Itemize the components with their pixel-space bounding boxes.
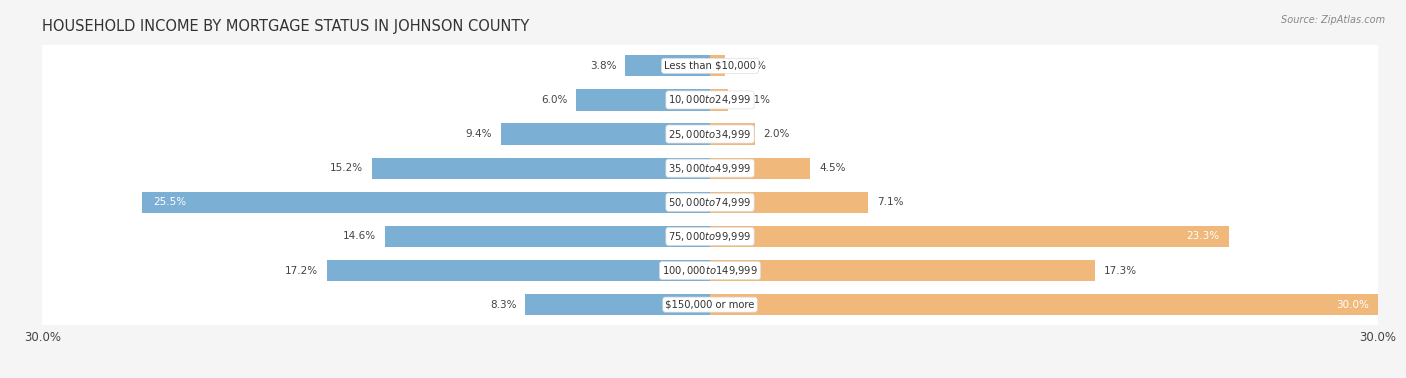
Text: Source: ZipAtlas.com: Source: ZipAtlas.com [1281,15,1385,25]
Text: 7.1%: 7.1% [877,197,904,207]
Text: $25,000 to $34,999: $25,000 to $34,999 [668,127,752,141]
Text: HOUSEHOLD INCOME BY MORTGAGE STATUS IN JOHNSON COUNTY: HOUSEHOLD INCOME BY MORTGAGE STATUS IN J… [42,20,530,34]
FancyBboxPatch shape [39,76,1381,125]
FancyBboxPatch shape [39,178,1381,228]
Bar [385,226,710,247]
FancyBboxPatch shape [38,143,1382,192]
FancyBboxPatch shape [38,245,1382,294]
Text: 23.3%: 23.3% [1187,231,1220,242]
Bar [710,260,1095,281]
Bar [371,158,710,179]
Bar [710,55,724,76]
Text: 8.3%: 8.3% [489,300,516,310]
FancyBboxPatch shape [39,144,1381,194]
Text: 0.81%: 0.81% [737,95,770,105]
Bar [328,260,710,281]
FancyBboxPatch shape [38,109,1382,158]
Bar [526,294,710,315]
Text: 30.0%: 30.0% [1336,300,1369,310]
Bar [576,89,710,110]
Text: 3.8%: 3.8% [591,61,616,71]
Bar [710,124,755,145]
Text: 25.5%: 25.5% [153,197,187,207]
Text: 4.5%: 4.5% [820,163,845,173]
Bar [710,192,868,213]
Text: 17.2%: 17.2% [285,265,318,276]
Text: 14.6%: 14.6% [343,231,375,242]
Bar [501,124,710,145]
Text: $150,000 or more: $150,000 or more [665,300,755,310]
Text: Less than $10,000: Less than $10,000 [664,61,756,71]
Text: 15.2%: 15.2% [329,163,363,173]
FancyBboxPatch shape [38,177,1382,226]
FancyBboxPatch shape [38,75,1382,124]
Bar [626,55,710,76]
FancyBboxPatch shape [39,42,1381,91]
Bar [710,294,1378,315]
Text: $100,000 to $149,999: $100,000 to $149,999 [662,264,758,277]
Bar [710,89,728,110]
FancyBboxPatch shape [39,281,1381,330]
Text: 6.0%: 6.0% [541,95,568,105]
FancyBboxPatch shape [38,40,1382,90]
Bar [710,226,1229,247]
FancyBboxPatch shape [38,211,1382,260]
Text: $10,000 to $24,999: $10,000 to $24,999 [668,93,752,107]
Text: $35,000 to $49,999: $35,000 to $49,999 [668,162,752,175]
Bar [710,158,810,179]
Text: 17.3%: 17.3% [1104,265,1137,276]
Text: 9.4%: 9.4% [465,129,492,139]
Text: 0.66%: 0.66% [734,61,766,71]
FancyBboxPatch shape [39,246,1381,296]
Text: 2.0%: 2.0% [763,129,790,139]
FancyBboxPatch shape [39,110,1381,159]
Text: $50,000 to $74,999: $50,000 to $74,999 [668,196,752,209]
Text: $75,000 to $99,999: $75,000 to $99,999 [668,230,752,243]
FancyBboxPatch shape [38,279,1382,328]
FancyBboxPatch shape [39,212,1381,262]
Legend: Without Mortgage, With Mortgage: Without Mortgage, With Mortgage [586,375,834,378]
Bar [142,192,710,213]
